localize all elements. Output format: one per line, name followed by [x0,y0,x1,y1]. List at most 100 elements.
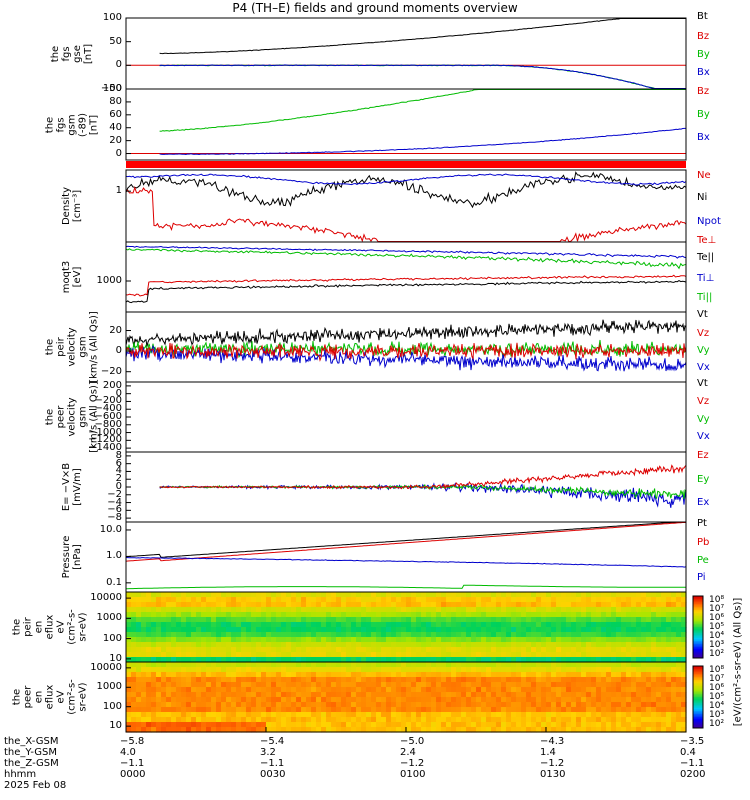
peir_eflux-colorbar-tick: 10⁴ [709,631,725,641]
peir_eflux-ytick: 10 [109,652,122,664]
series-ti-para [125,248,687,270]
peer_velocity-ytick: 0 [115,387,122,399]
peer_velocity-legend-3: Vx [697,431,710,442]
peer_eflux-colorbar-tick: 10² [709,719,725,729]
temperature-legend-2: Ti|| [697,292,713,303]
efield-ytick: −8 [107,512,122,524]
peir_velocity-legend-3: Vx [697,362,710,373]
peir_eflux-ylabel: the peir en eflux eV (cm²-s-sr-eV) [12,609,89,645]
fgs_gsm-legend-2: Bx [697,132,710,143]
pressure-ytick: 1.0 [106,550,122,562]
peer_velocity-ytick: −400 [94,403,122,415]
xaxis-value: −3.5 [680,736,705,747]
xaxis-value: 2.4 [400,747,416,758]
peer_eflux-colorbar [692,665,704,729]
peer_velocity-ytick: −1200 [88,434,122,446]
peer_velocity-legend-0: Vt [697,378,708,389]
peir_eflux-colorbar-tick: 10⁵ [709,622,725,632]
series-ez [159,464,687,490]
series-pe [126,584,686,590]
fgs_gse-legend-1: Bz [697,31,710,42]
series-bx [159,64,686,89]
peir_eflux-colorbar-tick: 10³ [709,640,725,650]
fgs_gsm-legend-0: Bz [697,86,710,97]
pressure-legend-3: Pi [697,572,706,583]
ylabel-line: moqt3 [61,260,72,294]
peer_eflux-ytick: 10 [109,720,122,732]
density-legend-0: Ne [697,170,711,181]
ylabel-line: the [11,618,23,636]
peir_velocity-ytick: 0 [115,345,122,357]
peer_eflux-ytick: 1000 [96,681,122,693]
density-legend-3: Te⊥ [697,235,717,246]
ylabel-line: the [50,45,61,62]
fgs_gse-legend-2: By [697,49,710,60]
peer_velocity-legend-2: Vy [697,414,710,425]
density-legend-1: Ni [697,192,708,203]
efield-ytick: −4 [107,496,122,508]
xaxis-value: 0200 [680,769,706,780]
colorbar-unit: [eV/(cm²-s-sr-eV) (All Qs)] [732,597,744,727]
peer_velocity-ytick: −200 [94,395,122,407]
ylabel-line: the [44,338,56,356]
xaxis-value: 0.4 [680,747,696,758]
fgs_gse-legend-3: Bx [697,67,710,78]
ylabel-line: fgs [55,116,67,133]
peir_velocity-legend-0: Vt [697,309,708,320]
series-vy [125,339,687,359]
ylabel-line: en [33,620,45,634]
peer_eflux-colorbar-tick: 10³ [709,710,725,720]
peir_eflux-colorbar-tick: 10⁷ [709,604,725,614]
ylabel-line: peir [55,337,67,357]
peir_eflux-colorbar-tick: 10⁶ [709,613,725,623]
fgs_gsm-ytick: 100 [102,83,122,94]
density-legend-2: Npot [697,216,721,227]
ylabel-line: eflux [44,614,56,640]
ylabel-line: the [44,408,56,426]
xaxis-value: −1.1 [260,758,285,769]
fgs_gsm-ytick: 40 [109,121,122,133]
xaxis-value: 0130 [540,769,566,780]
ylabel-line: en [33,690,45,704]
fgs_gsm-frame [125,88,687,161]
peer_eflux-colorbar-tick: 10⁵ [709,692,725,702]
peer_velocity-ytick: −800 [94,418,122,430]
peir_eflux-ytick: 100 [102,632,122,644]
efield-legend-1: Ey [697,474,710,485]
xaxis-value: 0100 [400,769,426,780]
ylabel-line: eV [55,690,67,704]
fgs_gse-ytick: 50 [109,35,122,47]
series-bx-gsm [159,127,686,156]
fgs_gsm-ytick: 60 [109,108,122,120]
fgs_gse-ytick: 0 [115,59,122,71]
peer_eflux-ytick: 10000 [90,661,122,673]
peer_eflux-colorbar-tick: 10⁶ [709,683,725,693]
peir_velocity-legend-1: Vz [697,328,710,339]
xaxis-value: 0030 [260,769,286,780]
density-ylabel: Density [cm⁻³] [61,187,83,225]
pressure-legend-0: Pt [697,518,707,529]
ylabel-line: gsm [66,113,78,136]
xaxis-row-label: the_Z-GSM [4,758,59,769]
fgs_gsm-ytick: 0 [115,147,122,159]
series-npot [125,173,687,186]
xaxis-value: 1.4 [540,747,556,758]
fgs_gse-frame [125,17,687,90]
ylabel-line: peer [55,405,67,429]
ylabel-line: the [44,116,56,133]
density-ytick: 1 [115,185,122,197]
ylabel-line: peer [22,685,34,709]
series-bt [159,18,686,55]
series-te-para [125,280,687,304]
efield-ylabel: E= −V×B [mV/m] [61,463,83,511]
peer_eflux-ylabel: the peer en eflux eV (cm²-s-sr-eV) [12,679,89,715]
peir_eflux-ytick: 1000 [96,612,122,624]
peer_eflux-colorbar-tick: 10⁸ [709,665,725,675]
fgs_gse-ytick: 100 [102,12,122,23]
xaxis-value: 0000 [120,769,146,780]
series-pt [125,522,686,558]
series-pb [125,522,686,562]
series-pi [125,557,687,568]
xaxis-row-label: the_Y-GSM [4,747,58,758]
